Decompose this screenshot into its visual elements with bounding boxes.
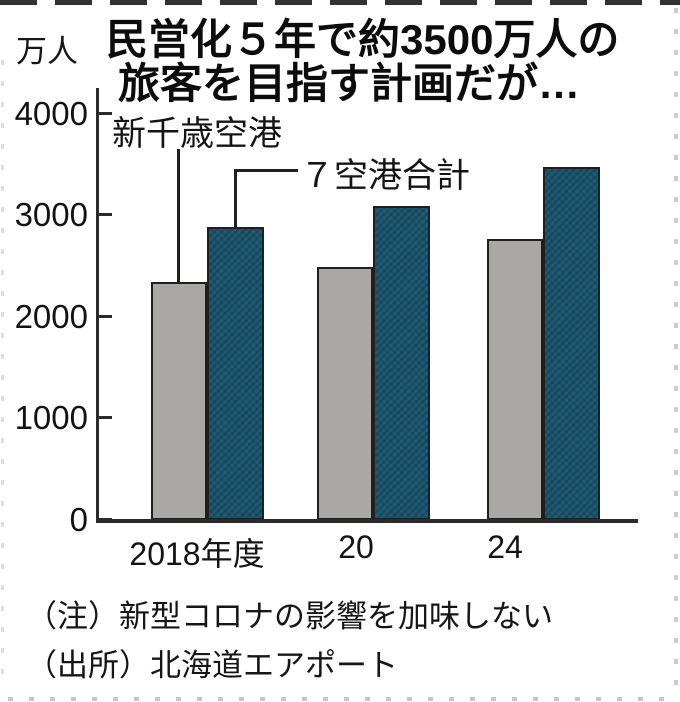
top-crop-marks [0,0,680,5]
chart-title-line1: 民営化５年で約3500万人の [106,16,620,63]
bar-seven-airports-3 [543,167,600,520]
y-axis-tick-mark [99,213,112,217]
bar-seven-airports-1 [207,227,264,520]
bottom-dotted-edge [8,697,672,701]
legend-callout-elbow-seven-airports [234,169,237,228]
y-axis-tick-mark [99,111,112,115]
y-axis-tick-label: 1000 [14,399,88,437]
legend-label-seven-airports: ７空港合計 [300,157,470,195]
x-axis-category-label: 2018年度 [129,536,265,572]
x-axis-category-label: 24 [487,529,523,565]
legend-callout-line-new-chitose [177,149,180,283]
bar-new-chitose-3 [487,238,543,520]
y-axis-tick-label: 3000 [14,196,88,234]
bar-new-chitose-1 [151,282,207,520]
y-axis-tick-label: 0 [69,501,88,538]
x-axis-line [96,519,638,523]
y-axis-tick-label: 4000 [14,94,88,132]
y-axis-unit-label: 万人 [16,34,78,69]
y-axis-tick-mark [99,314,112,318]
right-dotted-edge [674,8,678,696]
legend-label-new-chitose: 新千歳空港 [112,115,282,153]
bar-new-chitose-2 [317,267,373,520]
x-axis-category-label: 20 [338,529,374,565]
chart-title-line2: 旅客を目指す計画だが… [118,60,581,107]
note-text: （注）新型コロナの影響を加味しない [26,599,553,634]
source-text: （出所）北海道エアポート [26,648,398,683]
y-axis-tick-mark [99,416,112,420]
y-axis-tick-label: 2000 [14,297,88,335]
bar-seven-airports-2 [373,206,430,520]
legend-callout-line-seven-airports [234,169,298,172]
y-axis-line [96,88,99,522]
left-dotted-edge [1,60,4,690]
